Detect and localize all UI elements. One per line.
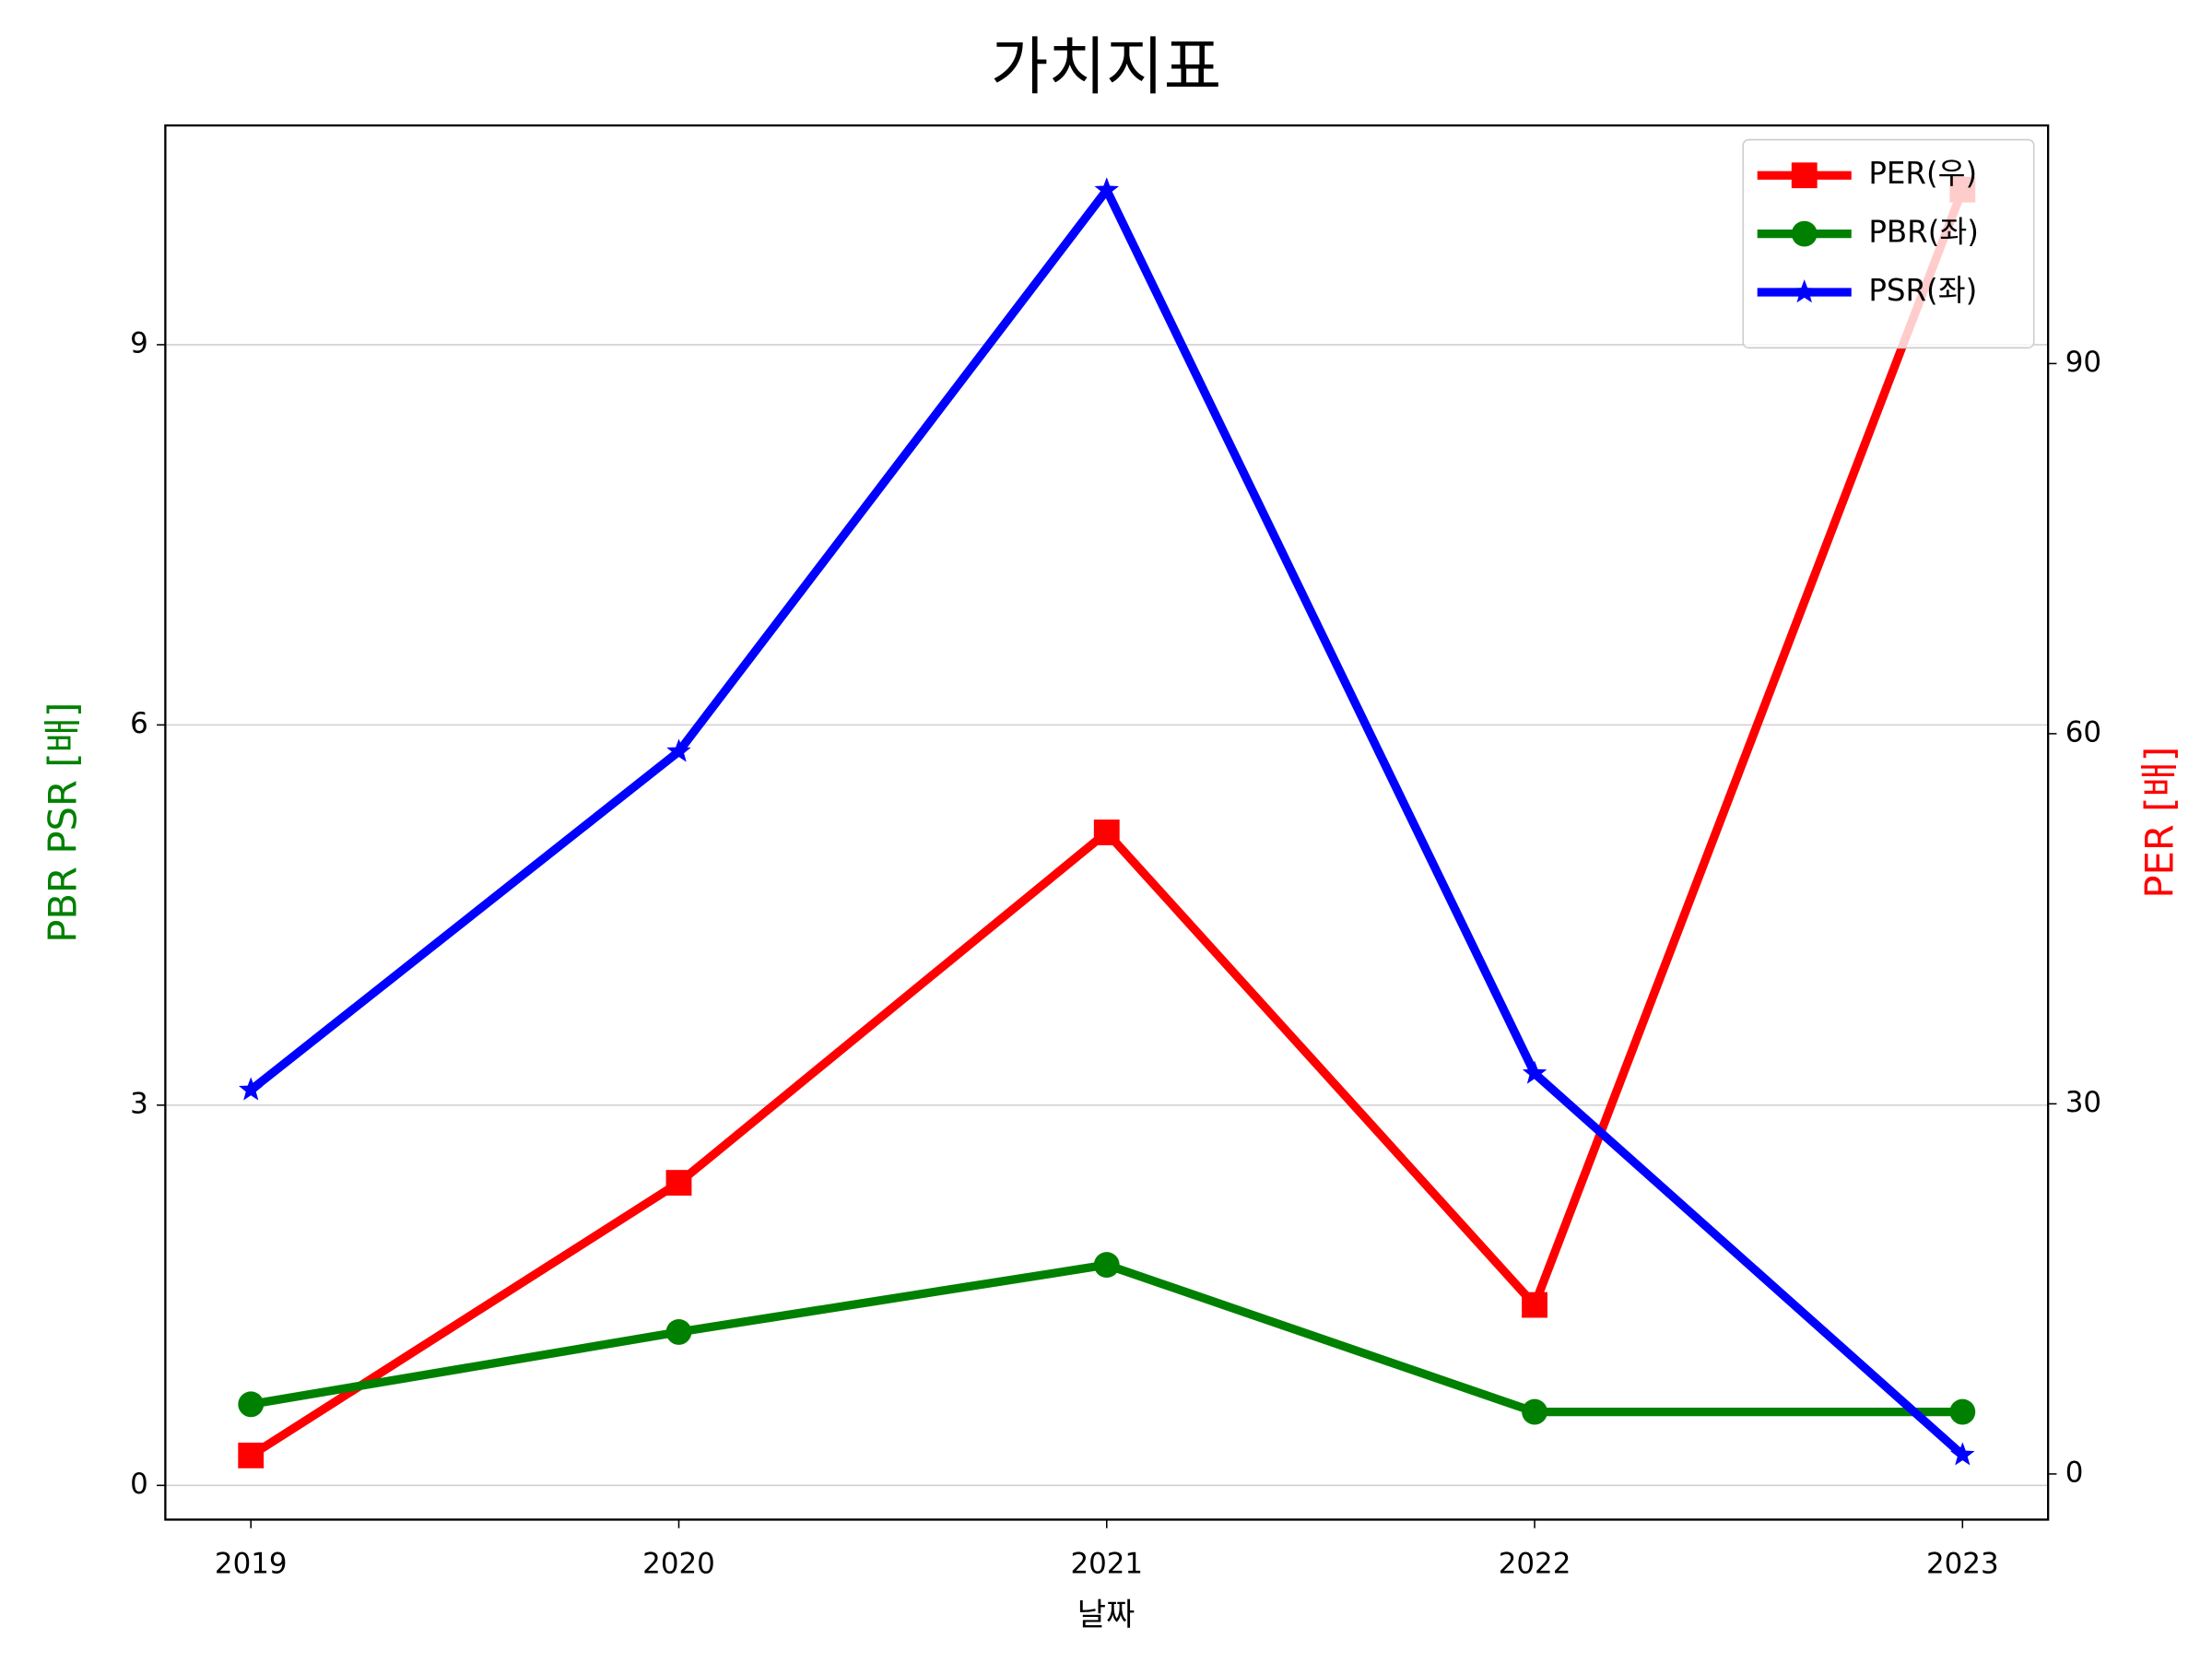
legend-marker (1792, 279, 1818, 303)
y2-tick-label: 60 (2065, 715, 2101, 749)
legend-marker (1791, 162, 1818, 189)
x-tick-label: 2022 (1499, 1547, 1571, 1580)
legend-label: PBR(좌) (1868, 215, 1979, 250)
legend-marker (1791, 220, 1818, 247)
x-tick-label: 2020 (642, 1547, 715, 1580)
y2-axis-label: PER [배] (2136, 747, 2182, 899)
marker (238, 1442, 265, 1468)
marker (1522, 1291, 1547, 1318)
y2-tick-label: 90 (2065, 346, 2101, 379)
legend-label: PSR(좌) (1868, 273, 1977, 308)
marker (1093, 820, 1120, 845)
marker (665, 1319, 692, 1345)
marker (238, 1391, 265, 1418)
marker (666, 738, 691, 762)
marker (665, 1170, 692, 1196)
marker (1949, 1398, 1976, 1425)
x-tick-label: 2023 (1926, 1547, 1999, 1580)
x-tick-label: 2019 (215, 1547, 288, 1580)
legend-label: PER(우) (1868, 156, 1977, 191)
plot-frame (164, 124, 2050, 1521)
marker (1950, 1442, 1975, 1466)
marker (1093, 1252, 1120, 1279)
y-axis-label: PBR PSR [배] (41, 702, 86, 943)
x-axis-label: 날짜 (1077, 1597, 1135, 1634)
chart-title: 가치지표 (991, 31, 1221, 104)
y-tick-label: 9 (130, 326, 148, 360)
marker (1522, 1398, 1547, 1425)
y2-tick-label: 30 (2065, 1086, 2101, 1119)
marker (1094, 177, 1120, 201)
y2-tick-label: 0 (2065, 1456, 2084, 1489)
marker (1522, 1060, 1547, 1084)
y-tick-label: 3 (130, 1087, 148, 1120)
y-tick-label: 6 (130, 707, 148, 740)
marker (239, 1077, 264, 1101)
x-tick-label: 2021 (1070, 1547, 1143, 1580)
y-tick-label: 0 (130, 1468, 148, 1501)
